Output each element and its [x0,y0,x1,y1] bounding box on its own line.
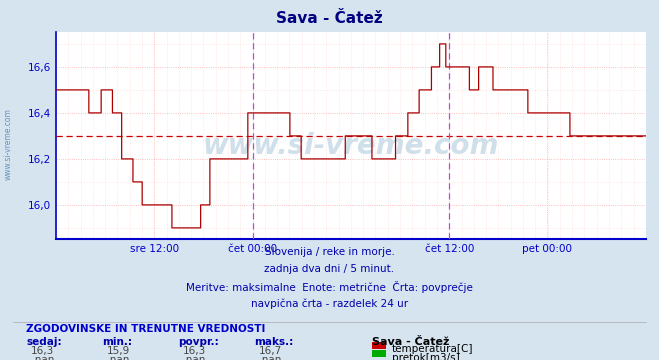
Text: maks.:: maks.: [254,337,293,347]
Text: Slovenija / reke in morje.: Slovenija / reke in morje. [264,247,395,257]
Text: navpična črta - razdelek 24 ur: navpična črta - razdelek 24 ur [251,298,408,309]
Text: www.si-vreme.com: www.si-vreme.com [3,108,13,180]
Text: povpr.:: povpr.: [178,337,219,347]
Text: min.:: min.: [102,337,132,347]
Text: -nan: -nan [31,355,55,360]
Text: www.si-vreme.com: www.si-vreme.com [203,132,499,160]
Text: -nan: -nan [258,355,282,360]
Text: sedaj:: sedaj: [26,337,62,347]
Text: 16,3: 16,3 [31,346,55,356]
Text: ZGODOVINSKE IN TRENUTNE VREDNOSTI: ZGODOVINSKE IN TRENUTNE VREDNOSTI [26,324,266,334]
Text: -nan: -nan [183,355,206,360]
Text: Meritve: maksimalne  Enote: metrične  Črta: povprečje: Meritve: maksimalne Enote: metrične Črta… [186,281,473,293]
Text: pretok[m3/s]: pretok[m3/s] [392,353,460,360]
Text: 16,3: 16,3 [183,346,206,356]
Text: Sava - Čatež: Sava - Čatež [276,11,383,26]
Text: 16,7: 16,7 [258,346,282,356]
Text: temperatura[C]: temperatura[C] [392,344,474,354]
Text: Sava - Čatež: Sava - Čatež [372,337,449,347]
Text: zadnja dva dni / 5 minut.: zadnja dva dni / 5 minut. [264,264,395,274]
Text: -nan: -nan [107,355,130,360]
Text: 15,9: 15,9 [107,346,130,356]
